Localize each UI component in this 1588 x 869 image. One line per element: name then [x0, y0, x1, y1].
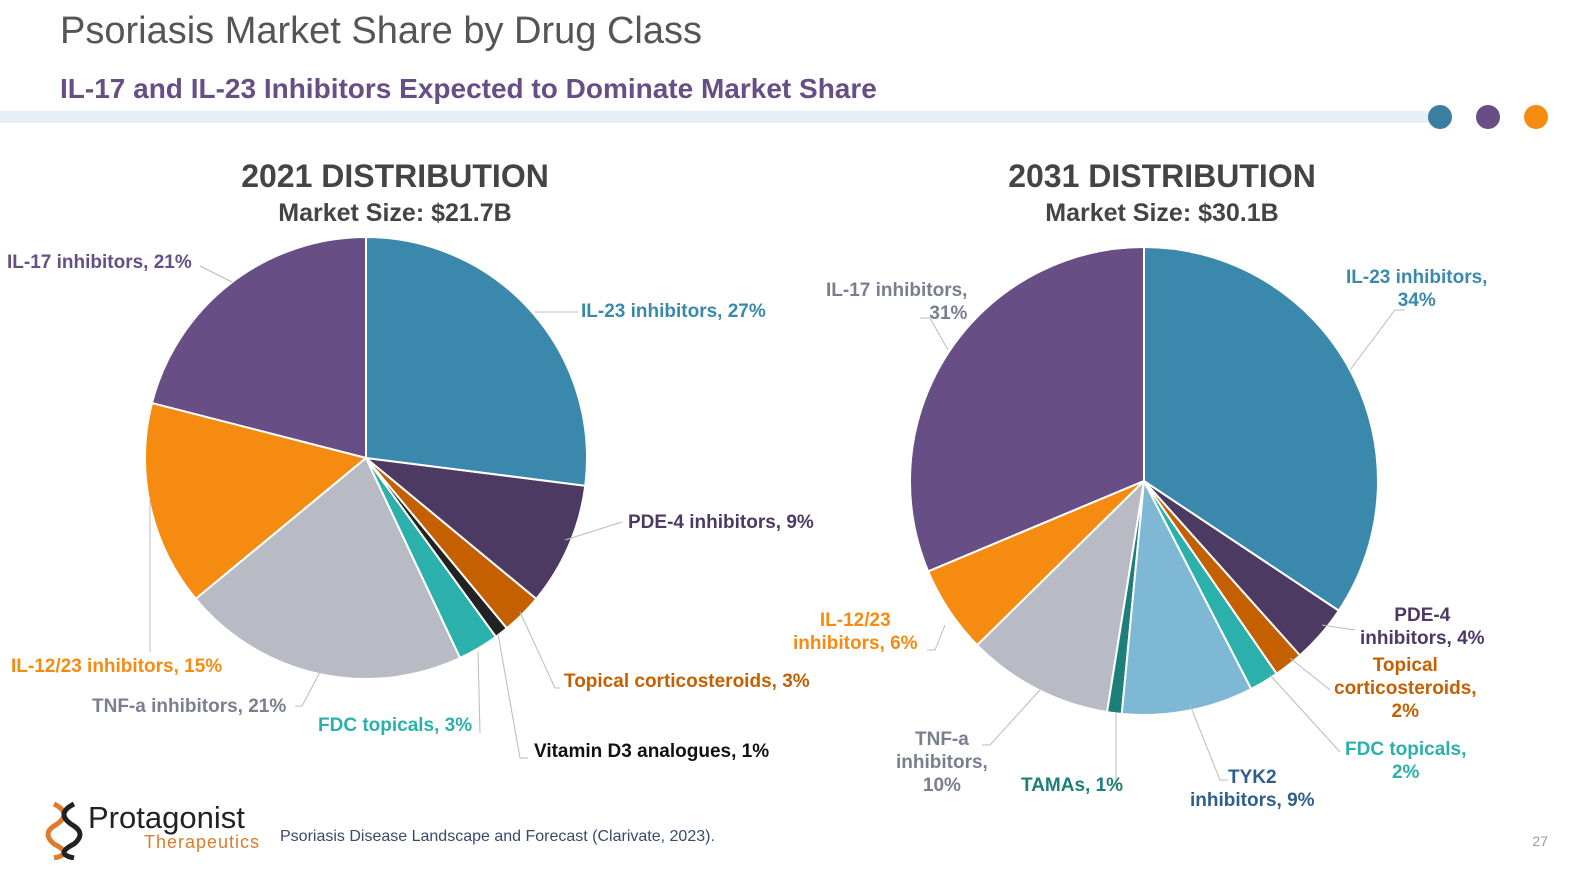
accent-dot-orange: [1524, 105, 1548, 129]
header-divider: [0, 111, 1440, 123]
pie-slice-2031-tyk2-inhibitors: [1120, 477, 1253, 716]
pie-slice-2031-tnf-a-inhibitors: [975, 478, 1146, 714]
accent-dot-blue: [1428, 105, 1452, 129]
chart-subtitle-2031: Market Size: $30.1B: [1045, 199, 1279, 227]
label-2031-tyk2: TYK2 inhibitors, 9%: [1190, 767, 1315, 811]
chart-subtitle-2021: Market Size: $21.7B: [278, 199, 512, 227]
label-2031-il17: IL-17 inhibitors, 31%: [826, 280, 968, 324]
logo-name: Protagonist: [88, 800, 245, 835]
label-2021-vitd3: Vitamin D3 analogues, 1%: [534, 741, 770, 762]
pie-slice-2031-il-17-inhibitors: [909, 245, 1145, 573]
protagonist-logo-icon: [45, 801, 83, 860]
page-subtitle: IL-17 and IL-23 Inhibitors Expected to D…: [60, 73, 877, 104]
label-2031-topical: Topical corticosteroids, 2%: [1334, 655, 1477, 722]
leader-lines: [149, 265, 1405, 788]
label-2031-il1223: IL-12/23 inhibitors, 6%: [793, 610, 918, 654]
label-2021-il17: IL-17 inhibitors, 21%: [7, 252, 192, 273]
label-2031-tnf: TNF-a inhibitors, 10%: [896, 729, 988, 796]
label-2021-il1223: IL-12/23 inhibitors, 15%: [11, 656, 223, 677]
pie-slice-2021-pde-4-inhibitors: [362, 456, 587, 601]
page-title: Psoriasis Market Share by Drug Class: [60, 10, 702, 52]
label-2021-topical: Topical corticosteroids, 3%: [564, 671, 810, 692]
logo-subtitle: Therapeutics: [144, 832, 261, 852]
label-2021-pde4: PDE-4 inhibitors, 9%: [628, 512, 814, 533]
page-number: 27: [1532, 833, 1548, 849]
label-2031-fdc: FDC topicals, 2%: [1345, 739, 1467, 783]
label-2031-tamas: TAMAs, 1%: [1021, 775, 1124, 796]
label-2021-tnf: TNF-a inhibitors, 21%: [92, 696, 287, 717]
accent-dot-purple: [1476, 105, 1500, 129]
pie-slice-2031-il-23-inhibitors: [1143, 245, 1379, 613]
label-2021-fdc: FDC topicals, 3%: [318, 715, 473, 736]
label-2031-il23: IL-23 inhibitors, 34%: [1346, 267, 1488, 311]
chart-title-2031: 2031 DISTRIBUTION: [1008, 158, 1316, 194]
pie-slice-2021-il-17-inhibitors: [150, 235, 367, 460]
pie-slice-2021-tnf-a-inhibitors: [194, 456, 462, 680]
source-citation: Psoriasis Disease Landscape and Forecast…: [280, 828, 715, 845]
label-2031-pde4: PDE-4 inhibitors, 4%: [1360, 605, 1485, 649]
chart-title-2021: 2021 DISTRIBUTION: [241, 158, 549, 194]
pie-slice-2021-il-23-inhibitors: [365, 235, 588, 487]
label-2021-il23: IL-23 inhibitors, 27%: [581, 301, 766, 322]
